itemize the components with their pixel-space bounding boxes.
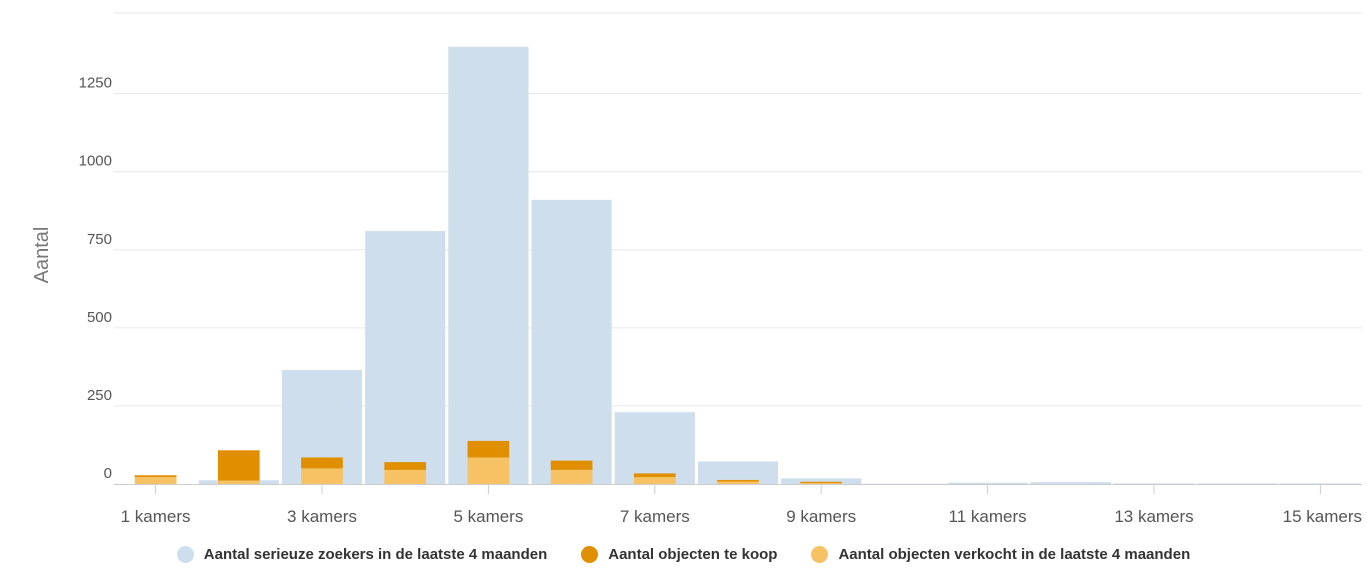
y-tick-label: 0 xyxy=(104,465,112,482)
bar-verkocht[interactable] xyxy=(633,477,676,484)
x-tick-label: 1 kamers xyxy=(121,507,191,526)
bar-zoekers[interactable] xyxy=(531,199,612,484)
x-tick-label: 3 kamers xyxy=(287,507,357,526)
x-tick-label: 15 kamers xyxy=(1283,507,1362,526)
bar-te-koop[interactable] xyxy=(800,481,843,484)
y-tick-label: 1000 xyxy=(79,153,112,170)
bar-zoekers[interactable] xyxy=(947,482,1028,484)
bar-zoekers[interactable] xyxy=(1113,483,1195,484)
legend-item-te-koop[interactable]: Aantal objecten te koop xyxy=(581,545,778,563)
grid-lines xyxy=(114,12,1362,407)
bar-verkocht[interactable] xyxy=(301,468,343,484)
bar-te-koop[interactable] xyxy=(717,479,759,482)
y-tick-label: 1250 xyxy=(79,75,112,92)
bar-verkocht[interactable] xyxy=(467,457,510,484)
bar-zoekers[interactable] xyxy=(1030,482,1111,484)
x-tick-label: 11 kamers xyxy=(949,507,1027,526)
y-tick-label: 500 xyxy=(87,309,112,326)
bar-zoekers[interactable] xyxy=(448,46,529,484)
y-tick-label: 750 xyxy=(87,231,112,248)
bar-te-koop[interactable] xyxy=(217,450,260,481)
x-tick-label: 9 kamers xyxy=(786,507,856,526)
bar-zoekers[interactable] xyxy=(365,231,446,484)
x-tick-label: 13 kamers xyxy=(1114,507,1193,526)
axes: 0 250 500 750 1000 1250 1 kamers 3 kamers 5 kame… xyxy=(79,75,1362,526)
bar-verkocht[interactable] xyxy=(800,483,843,484)
x-tick-label: 7 kamers xyxy=(620,507,690,526)
bar-verkocht[interactable] xyxy=(217,480,260,484)
bar-verkocht[interactable] xyxy=(550,469,593,484)
legend: Aantal serieuze zoekers in de laatste 4 … xyxy=(0,543,1367,565)
y-tick-label: 250 xyxy=(87,387,112,404)
bar-te-koop[interactable] xyxy=(301,457,343,469)
bars xyxy=(134,46,1361,484)
bar-zoekers[interactable] xyxy=(1197,483,1278,484)
bar-verkocht[interactable] xyxy=(384,469,427,484)
x-tick-label: 5 kamers xyxy=(453,507,523,526)
bar-verkocht[interactable] xyxy=(134,477,177,484)
bar-zoekers[interactable] xyxy=(697,461,779,484)
y-axis-label: Aantal xyxy=(31,227,53,284)
bar-verkocht[interactable] xyxy=(717,481,759,484)
legend-label-verkocht: Aantal objecten verkocht in de laatste 4… xyxy=(838,545,1191,563)
legend-item-zoekers[interactable]: Aantal serieuze zoekers in de laatste 4 … xyxy=(176,545,548,563)
bar-te-koop[interactable] xyxy=(467,440,510,458)
legend-swatch-verkocht xyxy=(811,545,829,563)
bar-te-koop[interactable] xyxy=(134,475,177,478)
legend-label-zoekers: Aantal serieuze zoekers in de laatste 4 … xyxy=(203,545,548,563)
bar-zoekers[interactable] xyxy=(1280,483,1361,484)
bar-te-koop[interactable] xyxy=(550,460,593,470)
bar-zoekers[interactable] xyxy=(781,478,862,484)
legend-item-verkocht[interactable]: Aantal objecten verkocht in de laatste 4… xyxy=(811,545,1191,563)
legend-swatch-zoekers xyxy=(176,545,194,563)
bar-te-koop[interactable] xyxy=(633,473,676,478)
bar-te-koop[interactable] xyxy=(384,462,427,470)
legend-label-te-koop: Aantal objecten te koop xyxy=(608,545,778,563)
bar-zoekers[interactable] xyxy=(614,412,695,484)
legend-swatch-te-koop xyxy=(581,545,599,563)
